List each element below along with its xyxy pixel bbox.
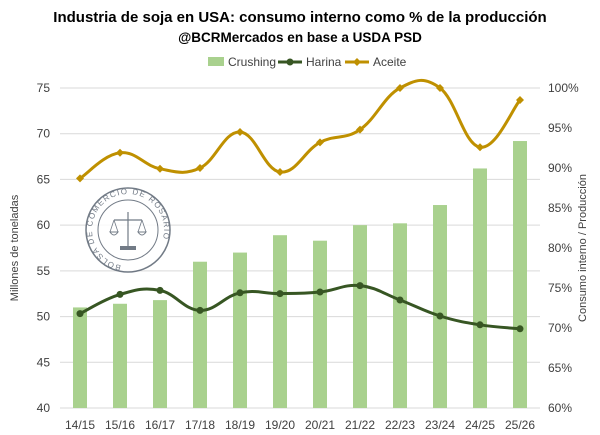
y-tick-label: 45 xyxy=(37,355,51,369)
legend-label-crushing: Crushing xyxy=(228,55,276,69)
point-harina xyxy=(436,312,444,320)
point-harina xyxy=(316,288,324,296)
point-harina xyxy=(76,310,84,318)
y-tick-label: 55 xyxy=(37,264,51,278)
y2-tick-label: 100% xyxy=(548,81,579,95)
point-harina xyxy=(476,321,484,329)
x-tick-label: 23/24 xyxy=(425,418,455,432)
point-harina xyxy=(156,286,164,294)
x-tick-label: 15/16 xyxy=(105,418,135,432)
bar-crushing xyxy=(433,205,447,408)
y2-tick-label: 95% xyxy=(548,121,572,135)
legend-swatch-crushing xyxy=(208,57,224,66)
point-aceite xyxy=(76,174,84,183)
bar-crushing xyxy=(473,168,487,408)
x-tick-label: 16/17 xyxy=(145,418,175,432)
bar-crushing xyxy=(273,235,287,408)
x-tick-label: 18/19 xyxy=(225,418,255,432)
y-axis-left-title: Millones de toneladas xyxy=(9,194,21,301)
x-tick-label: 20/21 xyxy=(305,418,335,432)
point-harina xyxy=(396,296,404,304)
x-tick-label: 22/23 xyxy=(385,418,415,432)
bar-crushing xyxy=(233,252,247,408)
legend: Crushing Harina Aceite xyxy=(208,55,407,69)
y-tick-label: 60 xyxy=(37,218,51,232)
x-tick-label: 21/22 xyxy=(345,418,375,432)
x-axis-ticks: 14/15 15/16 16/17 17/18 18/19 19/20 20/21 21/22… xyxy=(65,418,535,432)
point-harina xyxy=(516,325,524,333)
point-aceite xyxy=(356,125,364,134)
y2-tick-label: 80% xyxy=(548,241,572,255)
x-tick-label: 19/20 xyxy=(265,418,295,432)
y-tick-label: 75 xyxy=(37,81,51,95)
chart-title: Industria de soja en USA: consumo intern… xyxy=(53,9,546,26)
y-tick-label: 70 xyxy=(37,127,51,141)
y-tick-label: 40 xyxy=(37,401,51,415)
y2-tick-label: 70% xyxy=(548,321,572,335)
line-aceite xyxy=(79,78,522,180)
bar-crushing xyxy=(113,303,127,408)
y2-tick-label: 75% xyxy=(548,281,572,295)
point-harina xyxy=(356,282,364,290)
point-harina xyxy=(236,289,244,297)
lines-group xyxy=(76,78,524,333)
point-aceite xyxy=(116,148,124,157)
point-aceite xyxy=(476,143,484,152)
y-axis-right-ticks: 60% 65% 70% 75% 80% 85% 90% 95% 100% xyxy=(548,81,579,415)
bar-crushing xyxy=(73,307,87,408)
point-aceite xyxy=(236,128,244,136)
legend-marker-aceite xyxy=(353,58,361,66)
point-aceite xyxy=(516,96,524,104)
point-harina xyxy=(196,306,204,314)
chart-subtitle: @BCRMercados en base a USDA PSD xyxy=(178,30,422,45)
bars-crushing xyxy=(73,141,527,408)
legend-label-harina: Harina xyxy=(306,55,342,69)
y-axis-right-title: Consumo interno / Producción xyxy=(577,174,589,322)
y-tick-label: 65 xyxy=(37,172,51,186)
bar-crushing xyxy=(193,261,207,408)
y2-tick-label: 60% xyxy=(548,401,572,415)
bar-crushing xyxy=(353,225,367,408)
x-tick-label: 25/26 xyxy=(505,418,535,432)
point-aceite xyxy=(316,138,324,147)
x-tick-label: 17/18 xyxy=(185,418,215,432)
bar-crushing xyxy=(393,223,407,408)
legend-label-aceite: Aceite xyxy=(373,55,407,69)
y2-tick-label: 65% xyxy=(548,361,572,375)
legend-marker-harina xyxy=(286,58,294,66)
point-harina xyxy=(276,290,284,298)
watermark-seal-logo: BOLSA DE COMERCIO DE ROSARIO xyxy=(85,187,171,273)
point-aceite xyxy=(276,168,284,176)
y-tick-label: 50 xyxy=(37,310,51,324)
y2-tick-label: 90% xyxy=(548,161,572,175)
x-tick-label: 24/25 xyxy=(465,418,495,432)
bar-crushing xyxy=(313,240,327,408)
line-harina xyxy=(79,283,521,331)
point-aceite xyxy=(196,164,204,172)
point-aceite xyxy=(396,84,404,92)
y-axis-left-ticks: 40 45 50 55 60 65 70 75 xyxy=(37,81,51,415)
point-aceite xyxy=(156,164,164,173)
point-aceite xyxy=(436,84,444,92)
bar-crushing xyxy=(513,141,527,408)
y2-tick-label: 85% xyxy=(548,201,572,215)
bar-crushing xyxy=(153,300,167,408)
x-tick-label: 14/15 xyxy=(65,418,95,432)
point-harina xyxy=(116,290,124,298)
